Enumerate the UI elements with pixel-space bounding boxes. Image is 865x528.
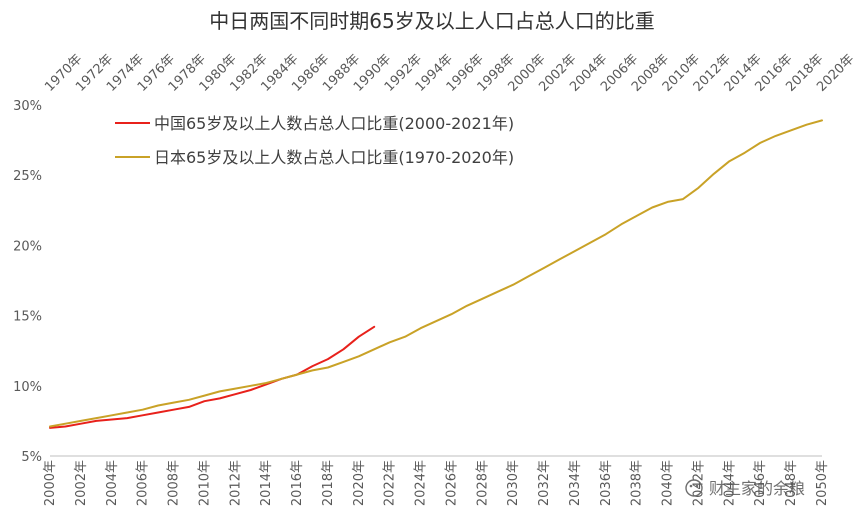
x-tick-label-bottom: 2014年 (259, 460, 274, 506)
legend: 中国65岁及以上人数占总人口比重(2000-2021年) 日本65岁及以上人数占总… (115, 114, 514, 167)
wechat-icon-dot (695, 484, 699, 488)
x-tick-label-bottom: 2010年 (197, 460, 212, 506)
x-tick-label-bottom: 2022年 (383, 460, 398, 506)
x-tick-label-bottom: 2030年 (506, 460, 521, 506)
x-tick-label-bottom: 2020年 (352, 460, 367, 506)
y-tick-label: 5% (21, 450, 42, 465)
x-tick-label-bottom: 2038年 (630, 460, 645, 506)
x-tick-label-bottom: 2006年 (136, 460, 151, 506)
x-tick-label-bottom: 2040年 (661, 460, 676, 506)
x-tick-label-bottom: 2008年 (167, 460, 182, 506)
x-tick-label-bottom: 2012年 (228, 460, 243, 506)
chart-title: 中日两国不同时期65岁及以上人口占总人口的比重 (209, 9, 654, 33)
x-tick-label-bottom: 2042年 (691, 460, 706, 506)
wechat-icon-dot (689, 484, 693, 488)
wechat-icon (685, 479, 703, 497)
series-line (49, 119, 823, 428)
y-tick-label: 30% (13, 99, 42, 114)
x-tick-label-bottom: 2000年 (43, 460, 58, 506)
x-tick-label-bottom: 2046年 (753, 460, 768, 506)
watermark-text: 财主家的余粮 (709, 479, 805, 498)
x-tick-label-bottom: 2024年 (414, 460, 429, 506)
x-tick-label-bottom: 2032年 (537, 460, 552, 506)
x-tick-label-bottom: 2016年 (290, 460, 305, 506)
x-tick-label-bottom: 2050年 (815, 460, 830, 506)
legend-label: 中国65岁及以上人数占总人口比重(2000-2021年) (154, 114, 514, 133)
x-tick-label-bottom: 2004年 (105, 460, 120, 506)
y-tick-label: 10% (13, 380, 42, 395)
series-lines (49, 119, 823, 429)
watermark: 财主家的余粮 (685, 479, 805, 498)
y-tick-label: 20% (13, 239, 42, 254)
y-tick-label: 15% (13, 310, 42, 325)
x-tick-label-bottom: 2026年 (444, 460, 459, 506)
x-tick-label-bottom: 2028年 (475, 460, 490, 506)
x-tick-label-bottom: 2036年 (599, 460, 614, 506)
x-tick-label-bottom: 2048年 (784, 460, 799, 506)
x-tick-label-bottom: 2002年 (74, 460, 89, 506)
x-tick-label-bottom: 2034年 (568, 460, 583, 506)
legend-label: 日本65岁及以上人数占总人口比重(1970-2020年) (154, 148, 514, 167)
series-line (49, 325, 376, 429)
y-tick-label: 25% (13, 169, 42, 184)
x-tick-label-bottom: 2044年 (722, 460, 737, 506)
x-tick-label-bottom: 2018年 (321, 460, 336, 506)
